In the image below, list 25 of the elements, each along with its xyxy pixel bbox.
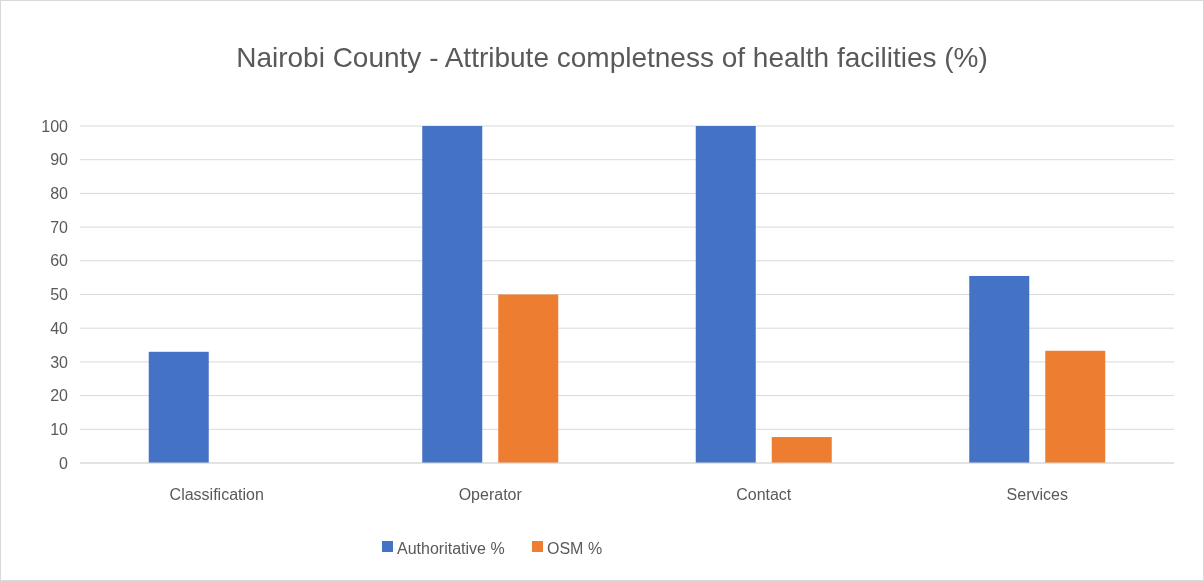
bar bbox=[1045, 350, 1106, 463]
y-tick-label: 50 bbox=[50, 286, 69, 304]
x-tick-label: Operator bbox=[458, 486, 523, 503]
y-tick-label: 70 bbox=[50, 218, 69, 236]
bar bbox=[695, 126, 756, 463]
y-tick-label: 30 bbox=[50, 353, 69, 371]
bar bbox=[771, 437, 832, 463]
y-tick-label: 20 bbox=[50, 387, 69, 405]
y-tick-label: 60 bbox=[50, 252, 69, 270]
legend-label: Authoritative % bbox=[397, 539, 505, 557]
bar bbox=[498, 294, 559, 463]
y-tick-label: 90 bbox=[50, 151, 69, 169]
chart-title: Nairobi County - Attribute completness of health facilities (%) bbox=[236, 42, 988, 73]
y-tick-label: 80 bbox=[50, 185, 69, 202]
bar bbox=[148, 351, 209, 463]
y-tick-label: 100 bbox=[41, 117, 69, 135]
y-tick-label: 10 bbox=[50, 420, 69, 438]
x-tick-label: Classification bbox=[169, 486, 264, 503]
bar bbox=[969, 275, 1030, 463]
y-tick-label: 0 bbox=[59, 454, 69, 472]
x-tick-label: Services bbox=[1006, 486, 1068, 503]
legend-label: OSM % bbox=[547, 539, 603, 557]
x-tick-label: Contact bbox=[736, 486, 792, 503]
bar bbox=[422, 126, 483, 463]
y-tick-label: 40 bbox=[50, 319, 69, 337]
